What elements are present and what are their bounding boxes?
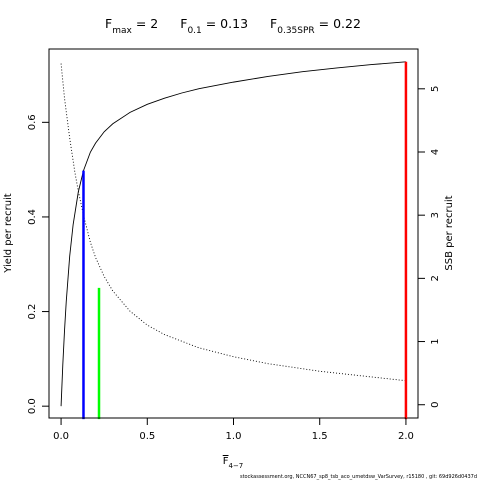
chart-title: Fmax = 2 F0.1 = 0.13 F0.35SPR = 0.22: [105, 16, 361, 36]
x-axis-label: F4−7: [223, 456, 244, 470]
yield-per-recruit-line: [60, 61, 406, 407]
y-left-tick-label: 0.4: [27, 209, 38, 225]
x-axis-label-sub: 4−7: [228, 462, 243, 470]
x-tick-label: 2.0: [398, 431, 414, 442]
y-right-tick-label: 1: [430, 338, 441, 344]
x-tick-label: 1.5: [312, 431, 328, 442]
y-left-tick-label: 0.0: [27, 398, 38, 414]
x-tick-label: 0.5: [139, 431, 155, 442]
title-part-1-value: = 0.13: [202, 16, 248, 31]
y-axis-right: 0 1 2 3 4 5: [417, 86, 441, 408]
chart-title-text: Fmax = 2 F0.1 = 0.13 F0.35SPR = 0.22: [105, 16, 361, 36]
title-part-2-sub: 0.35SPR: [277, 26, 314, 36]
y-axis-left-label: Yield per recruit: [3, 193, 14, 274]
plot-frame: [48, 48, 419, 419]
title-part-2-value: = 0.22: [315, 16, 361, 31]
title-part-2-main: F: [270, 16, 277, 31]
title-part-0-sub: max: [112, 26, 132, 36]
y-axis-right-label: SSB per recruit: [444, 195, 455, 270]
title-part-1-main: F: [180, 16, 187, 31]
y-right-tick-label: 0: [430, 402, 441, 408]
y-right-tick-label: 5: [430, 86, 441, 92]
x-tick-label: 0.0: [53, 431, 69, 442]
x-tick-label: 1.0: [226, 431, 242, 442]
reference-lines: [82, 61, 408, 420]
title-part-1-sub: 0.1: [187, 26, 201, 36]
title-part-0-main: F: [105, 16, 112, 31]
x-axis: 0.0 0.5 1.0 1.5 2.0: [53, 417, 414, 442]
x-axis-label-main: F: [223, 456, 229, 467]
y-right-tick-label: 3: [430, 212, 441, 218]
y-right-tick-label: 4: [430, 149, 441, 155]
series-layer: [60, 61, 406, 407]
y-left-tick-label: 0.6: [27, 114, 38, 130]
y-left-tick-label: 0.2: [27, 304, 38, 320]
ssb-per-recruit-line: [60, 63, 406, 382]
footer-note: stockassessment.org, NCCN67_sp8_tsb_aco_…: [240, 474, 477, 480]
y-axis-left: 0.0 0.2 0.4 0.6: [27, 114, 50, 414]
y-right-tick-label: 2: [430, 275, 441, 281]
title-part-0-value: = 2: [132, 16, 158, 31]
